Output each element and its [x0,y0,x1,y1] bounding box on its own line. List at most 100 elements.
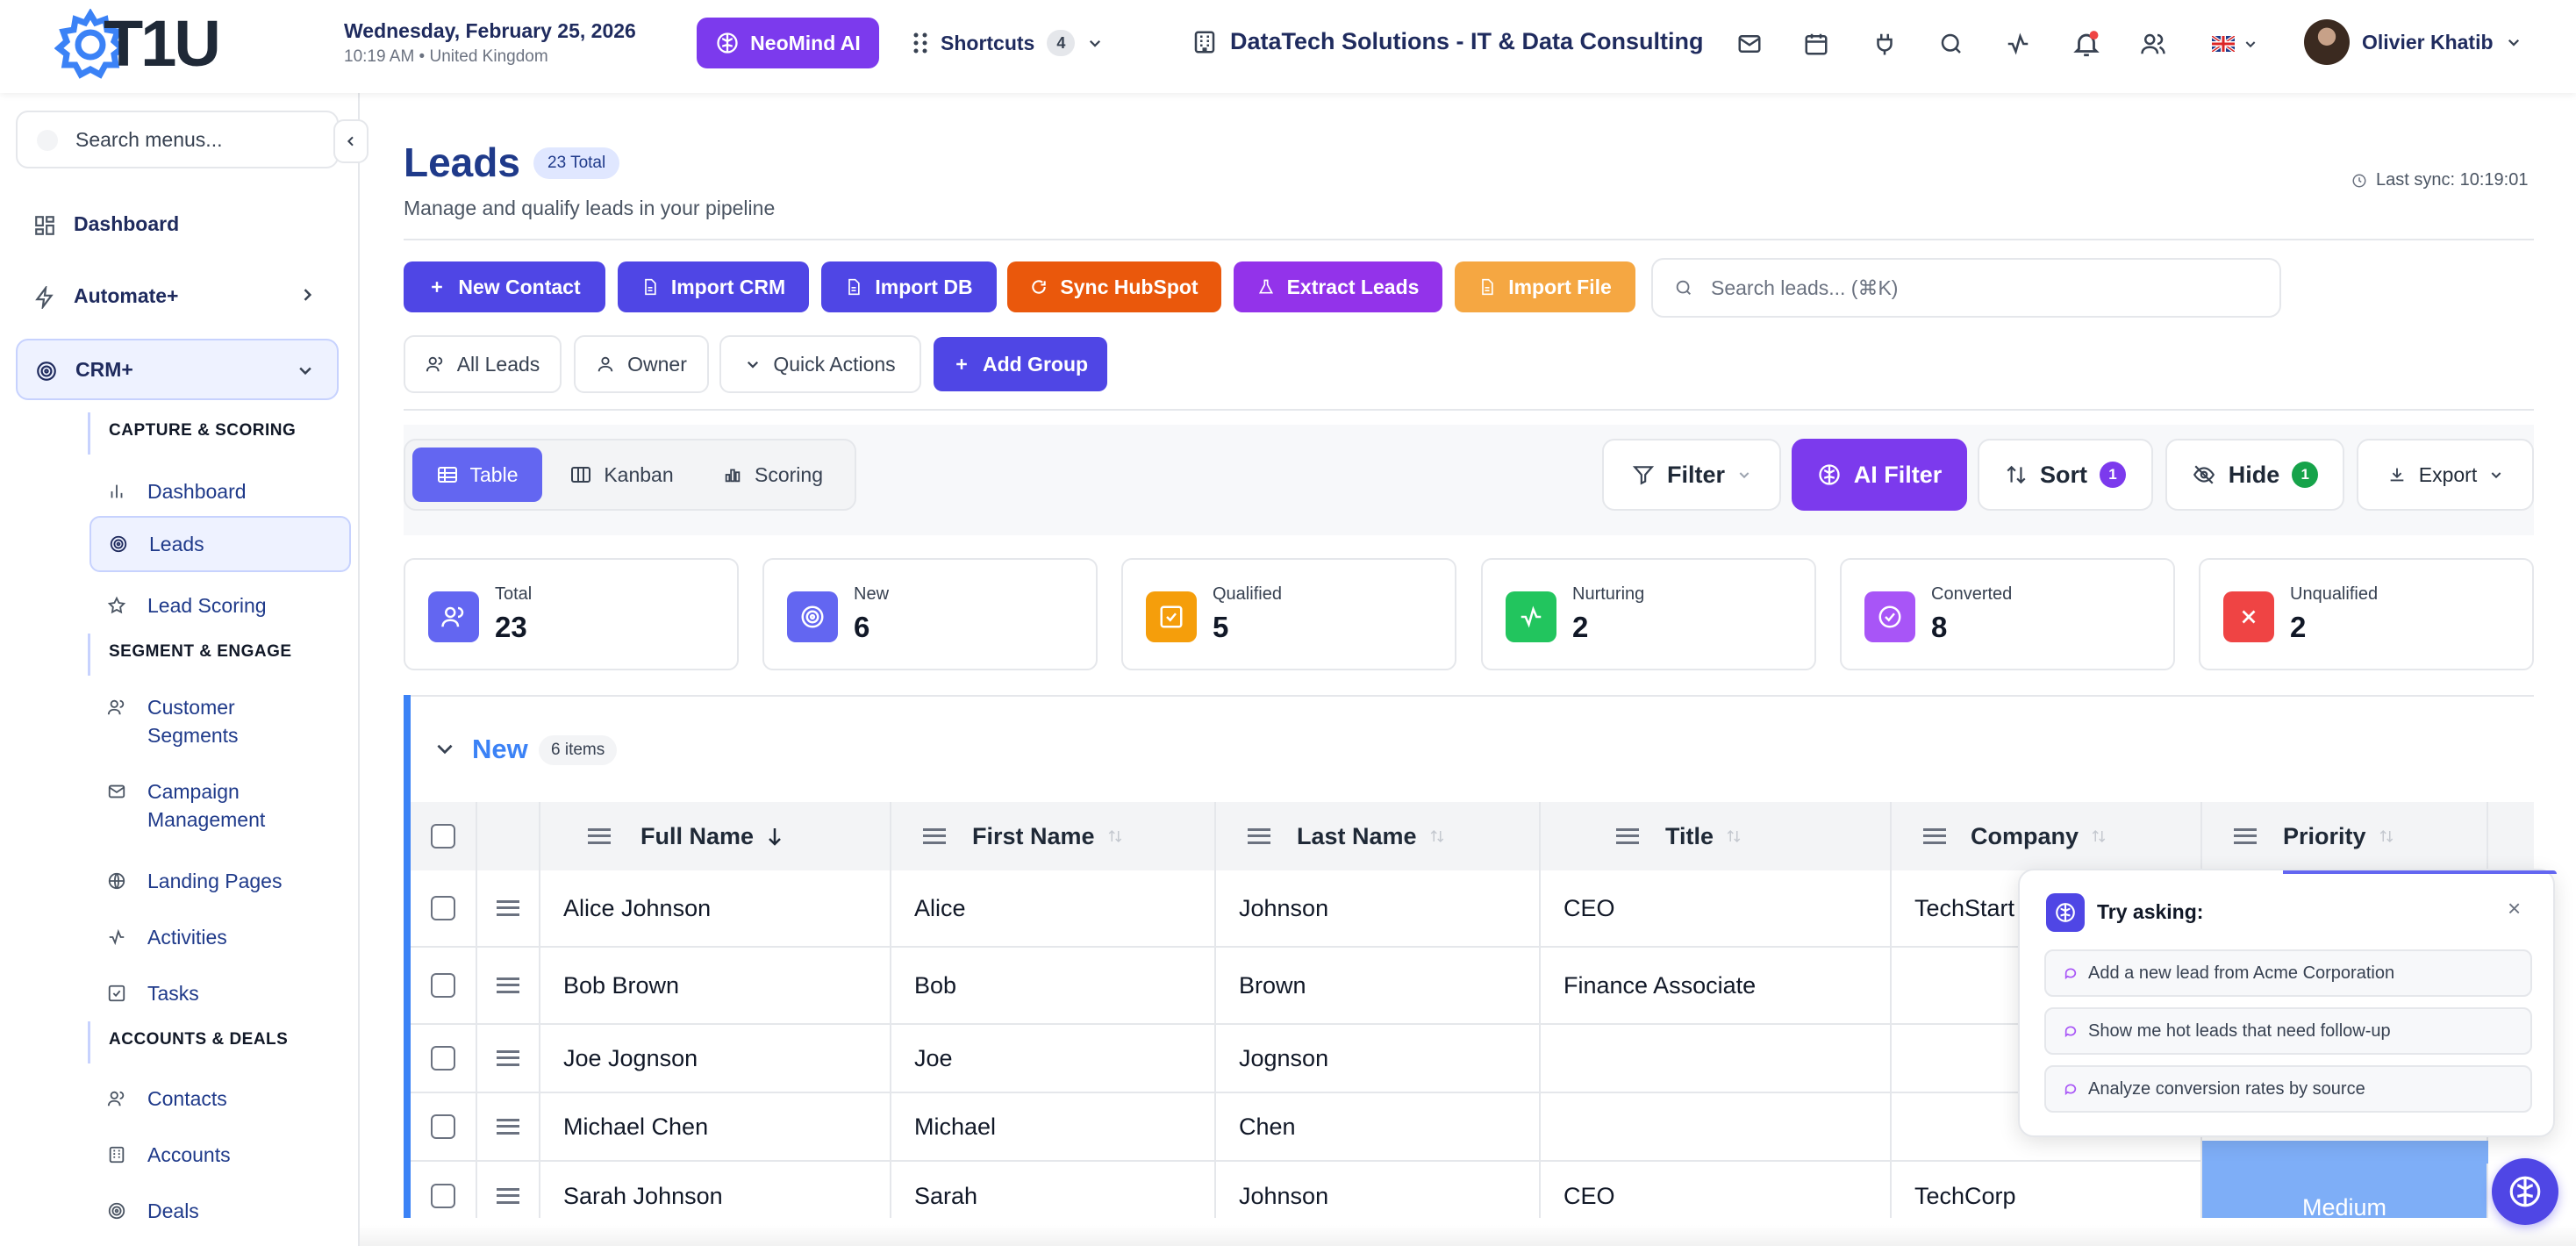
sort-button[interactable]: Sort 1 [1978,439,2153,511]
tab-kanban[interactable]: Kanban [556,448,688,502]
column-header-full-name[interactable]: Full Name [540,802,891,870]
sidebar-item-leads[interactable]: Leads [89,516,351,572]
sidebar-item-deals[interactable]: Deals [89,1190,351,1232]
cell-first-name[interactable]: Sarah [891,1162,1216,1218]
drag-handle-icon[interactable] [1923,828,1946,844]
tab-table[interactable]: Table [412,448,542,502]
plug-icon[interactable] [1867,26,1902,61]
sidebar-item-tasks[interactable]: Tasks [89,974,351,1013]
drag-handle-icon[interactable] [1248,828,1270,844]
suggestion-item[interactable]: Show me hot leads that need follow-up [2044,1007,2532,1055]
checkbox[interactable] [431,973,455,998]
cell-priority[interactable]: Medium [2202,1162,2488,1218]
cell-full-name[interactable]: Bob Brown [540,948,891,1025]
close-icon[interactable]: × [2508,895,2522,921]
user-menu[interactable]: Olivier Khatib [2304,19,2522,65]
export-button[interactable]: Export [2357,439,2534,511]
calendar-icon[interactable] [1799,26,1834,61]
cell-title[interactable] [1541,1093,1892,1162]
cell-last-name[interactable]: Johnson [1216,870,1541,948]
cell-last-name[interactable]: Johnson [1216,1162,1541,1218]
checkbox[interactable] [431,1114,455,1139]
sidebar-item-lead-scoring[interactable]: Lead Scoring [89,584,351,627]
sidebar-collapse-button[interactable] [333,119,369,163]
sidebar-item-crm-dashboard[interactable]: Dashboard [89,470,351,512]
import-crm-button[interactable]: Import CRM [618,261,809,312]
sidebar-item-dashboard[interactable]: Dashboard [16,193,339,254]
search-icon[interactable] [1934,26,1969,61]
row-drag-handle[interactable] [477,948,540,1025]
cell-last-name[interactable]: Brown [1216,948,1541,1025]
checkbox[interactable] [431,896,455,920]
suggestion-item[interactable]: Add a new lead from Acme Corporation [2044,949,2532,997]
cell-title[interactable]: CEO [1541,1162,1892,1218]
stat-card-qualified[interactable]: Qualified 5 [1121,558,1456,670]
sidebar-item-accounts[interactable]: Accounts [89,1134,351,1176]
stat-card-total[interactable]: Total 23 [404,558,739,670]
row-drag-handle[interactable] [477,1093,540,1162]
import-db-button[interactable]: Import DB [821,261,997,312]
owner-button[interactable]: Owner [574,335,709,393]
column-header-priority[interactable]: Priority [2202,802,2488,870]
language-selector[interactable] [2204,26,2265,61]
drag-handle-icon[interactable] [2234,828,2257,844]
cell-title[interactable]: CEO [1541,870,1892,948]
shortcuts-menu[interactable]: Shortcuts 4 [912,18,1103,68]
sort-desc-icon[interactable] [766,826,784,847]
tab-scoring[interactable]: Scoring [702,448,844,502]
drag-handle-icon[interactable] [1616,828,1639,844]
cell-full-name[interactable]: Alice Johnson [540,870,891,948]
table-row-checkbox[interactable] [411,1025,477,1093]
sidebar-search-input[interactable]: Search menus... [16,111,339,168]
table-row-checkbox[interactable] [411,1162,477,1218]
column-header-last-name[interactable]: Last Name [1216,802,1541,870]
company-switcher[interactable]: DataTech Solutions - IT & Data Consultin… [1191,28,1704,55]
drag-handle-icon[interactable] [923,828,946,844]
cell-title[interactable]: Finance Associate [1541,948,1892,1025]
stat-card-converted[interactable]: Converted 8 [1840,558,2175,670]
checkbox[interactable] [431,1184,455,1208]
table-row-checkbox[interactable] [411,948,477,1025]
hide-button[interactable]: Hide 1 [2165,439,2344,511]
bell-icon[interactable] [2069,26,2104,61]
mail-icon[interactable] [1732,26,1767,61]
sidebar-item-crm[interactable]: CRM+ [16,339,339,400]
cell-first-name[interactable]: Alice [891,870,1216,948]
sidebar-item-customer-segments[interactable]: Customer Segments [89,693,351,755]
quick-actions-button[interactable]: Quick Actions [719,335,921,393]
filter-button[interactable]: Filter [1602,439,1781,511]
import-file-button[interactable]: Import File [1455,261,1635,312]
row-drag-handle[interactable] [477,870,540,948]
new-contact-button[interactable]: New Contact [404,261,605,312]
logo-gear-icon[interactable] [54,9,126,81]
activity-icon[interactable] [2000,26,2036,61]
ai-filter-button[interactable]: AI Filter [1792,439,1967,511]
cell-first-name[interactable]: Joe [891,1025,1216,1093]
all-leads-button[interactable]: All Leads [404,335,562,393]
sidebar-item-landing-pages[interactable]: Landing Pages [89,862,351,900]
checkbox[interactable] [431,824,455,849]
sort-icon[interactable] [1107,827,1123,846]
sidebar-item-campaign-management[interactable]: Campaign Management [89,777,351,839]
column-header-first-name[interactable]: First Name [891,802,1216,870]
search-leads-input[interactable]: Search leads... (⌘K) [1651,258,2281,318]
group-collapse-chevron-icon[interactable] [433,737,456,760]
cell-full-name[interactable]: Joe Jognson [540,1025,891,1093]
row-drag-handle[interactable] [477,1162,540,1218]
extract-leads-button[interactable]: Extract Leads [1234,261,1442,312]
cell-last-name[interactable]: Chen [1216,1093,1541,1162]
group-title[interactable]: New [472,734,528,764]
row-drag-handle[interactable] [477,1025,540,1093]
cell-first-name[interactable]: Michael [891,1093,1216,1162]
stat-card-nurturing[interactable]: Nurturing 2 [1481,558,1816,670]
table-row-checkbox[interactable] [411,870,477,948]
sidebar-item-automate[interactable]: Automate+ [16,265,339,326]
cell-company[interactable]: TechCorp [1892,1162,2202,1218]
stat-card-new[interactable]: New 6 [762,558,1098,670]
sync-hubspot-button[interactable]: Sync HubSpot [1007,261,1221,312]
table-row-checkbox[interactable] [411,1093,477,1162]
cell-first-name[interactable]: Bob [891,948,1216,1025]
column-header-title[interactable]: Title [1541,802,1892,870]
sort-icon[interactable] [1429,827,1445,846]
checkbox[interactable] [431,1046,455,1071]
